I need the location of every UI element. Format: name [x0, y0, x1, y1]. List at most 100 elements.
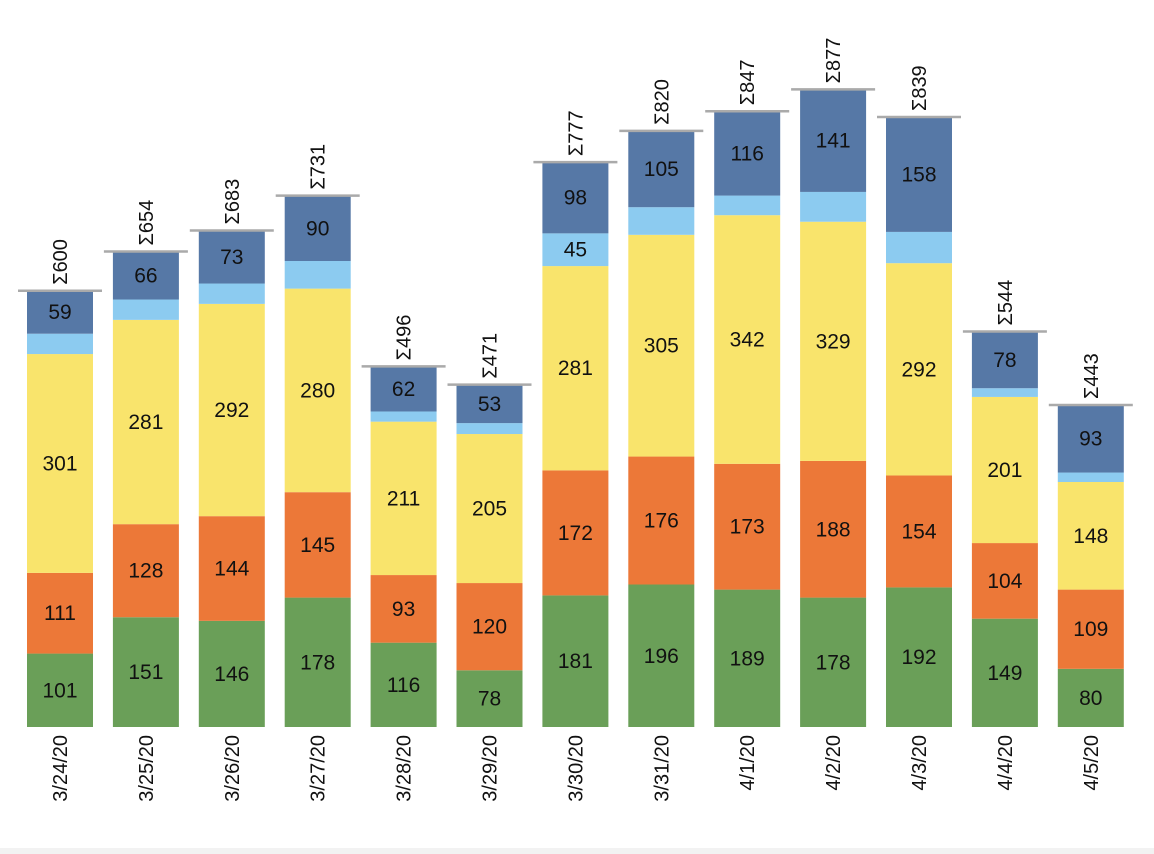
bar-segment [800, 460, 867, 598]
bar-group: 196 176 305 105 Σ820 3/31/20 [619, 79, 704, 802]
data-label: 205 [472, 498, 507, 521]
x-tick-label: 4/3/20 [909, 735, 931, 791]
data-label: 280 [300, 379, 335, 402]
bar-segment [112, 524, 179, 618]
bar-group: 178 145 280 90 Σ731 3/27/20 [275, 144, 360, 802]
bar-segment [112, 299, 179, 320]
data-label: 66 [134, 265, 157, 288]
bar-segment [370, 421, 437, 576]
bar-segment [542, 470, 609, 596]
x-tick-label: 4/2/20 [823, 735, 845, 791]
bar-segment [628, 584, 695, 727]
bar-segment [886, 587, 952, 727]
bar-segment [370, 366, 437, 412]
data-label: 62 [392, 378, 415, 401]
bar-segment [971, 331, 1038, 389]
x-tick-label: 4/5/20 [1081, 735, 1103, 791]
total-label: Σ544 [995, 280, 1017, 326]
total-label: Σ877 [823, 38, 845, 84]
bar-segment [112, 251, 179, 300]
total-label: Σ496 [394, 315, 416, 361]
data-label: 176 [644, 510, 679, 533]
data-label: 141 [816, 130, 851, 153]
bar-segment [1057, 589, 1124, 669]
bar-segment [284, 597, 351, 727]
bar-segment [27, 290, 93, 334]
bar-segment [1057, 472, 1124, 483]
bar-segment [370, 642, 437, 727]
bottom-strip [0, 848, 1154, 854]
data-label: 128 [128, 560, 163, 583]
bar-group: 149 104 201 78 Σ544 4/4/20 [962, 280, 1047, 791]
bar-segment [456, 384, 523, 424]
bar-group: 151 128 281 66 Σ654 3/25/20 [103, 200, 188, 802]
bar-segment [886, 475, 952, 588]
bar-segment [714, 463, 781, 590]
bar-segment [542, 162, 609, 234]
bar-segment [198, 303, 265, 517]
data-label: 93 [392, 598, 415, 621]
total-label: Σ847 [737, 59, 759, 105]
bar-segment [1057, 482, 1124, 590]
data-label: 178 [816, 651, 851, 674]
bar-group: 192 154 292 158 Σ839 4/3/20 [877, 65, 961, 791]
bar-segment [628, 456, 695, 585]
bar-segment [370, 411, 437, 422]
data-label: 172 [558, 522, 593, 545]
total-label: Σ731 [308, 144, 330, 190]
x-tick-label: 4/1/20 [737, 735, 759, 791]
data-label: 53 [478, 393, 501, 416]
total-label: Σ654 [136, 200, 158, 246]
x-tick-label: 3/29/20 [480, 735, 502, 802]
bar-segment [284, 260, 351, 289]
x-tick-label: 3/26/20 [222, 735, 244, 802]
bar-segment [971, 388, 1038, 397]
bar-segment [456, 670, 523, 727]
data-label: 144 [214, 558, 249, 581]
bar-group: 78 120 205 53 Σ471 3/29/20 [447, 333, 532, 802]
bar-segment [886, 263, 952, 476]
total-label: Σ600 [50, 239, 72, 285]
data-label: 342 [730, 329, 765, 352]
bar-segment [112, 617, 179, 727]
x-tick-label: 3/24/20 [50, 735, 72, 802]
data-label: 116 [387, 674, 420, 697]
data-label: 329 [816, 330, 851, 353]
bar-group: 80 109 148 93 Σ443 4/5/20 [1048, 353, 1133, 791]
data-label: 196 [644, 645, 679, 668]
bar-segment [800, 89, 867, 192]
total-label: Σ777 [565, 110, 587, 156]
bar-segment [628, 234, 695, 457]
bar-segment [714, 589, 781, 727]
bar-segment [198, 283, 265, 304]
data-label: 116 [730, 142, 763, 165]
data-label: 90 [306, 217, 329, 240]
bar-group: 189 173 342 116 Σ847 4/1/20 [705, 59, 790, 791]
bar-segment [27, 653, 93, 727]
bar-segment [971, 618, 1038, 727]
bar-segment [456, 423, 523, 435]
data-label: 192 [901, 646, 936, 669]
bar-segment [971, 396, 1038, 544]
bar-segment [198, 620, 265, 727]
x-tick-label: 3/30/20 [565, 735, 587, 802]
bar-group: 146 144 292 73 Σ683 3/26/20 [189, 179, 274, 802]
bar-segment [886, 231, 952, 264]
bar-segment [714, 195, 781, 216]
bar-segment [27, 333, 93, 355]
data-label: 145 [300, 534, 335, 557]
data-label: 154 [901, 520, 936, 543]
bar-segment [628, 207, 695, 235]
total-label: Σ443 [1081, 353, 1103, 399]
bar-segment [27, 354, 93, 573]
data-label: 211 [387, 487, 420, 510]
data-label: 148 [1073, 525, 1108, 548]
bar-segment [800, 597, 867, 727]
data-label: 281 [558, 357, 593, 380]
bar-segment [714, 215, 781, 464]
bar-segment [1057, 668, 1124, 727]
data-label: 181 [558, 650, 593, 673]
bar-group: 101 111 301 59 Σ600 3/24/20 [18, 239, 102, 802]
data-label: 201 [987, 459, 1022, 482]
